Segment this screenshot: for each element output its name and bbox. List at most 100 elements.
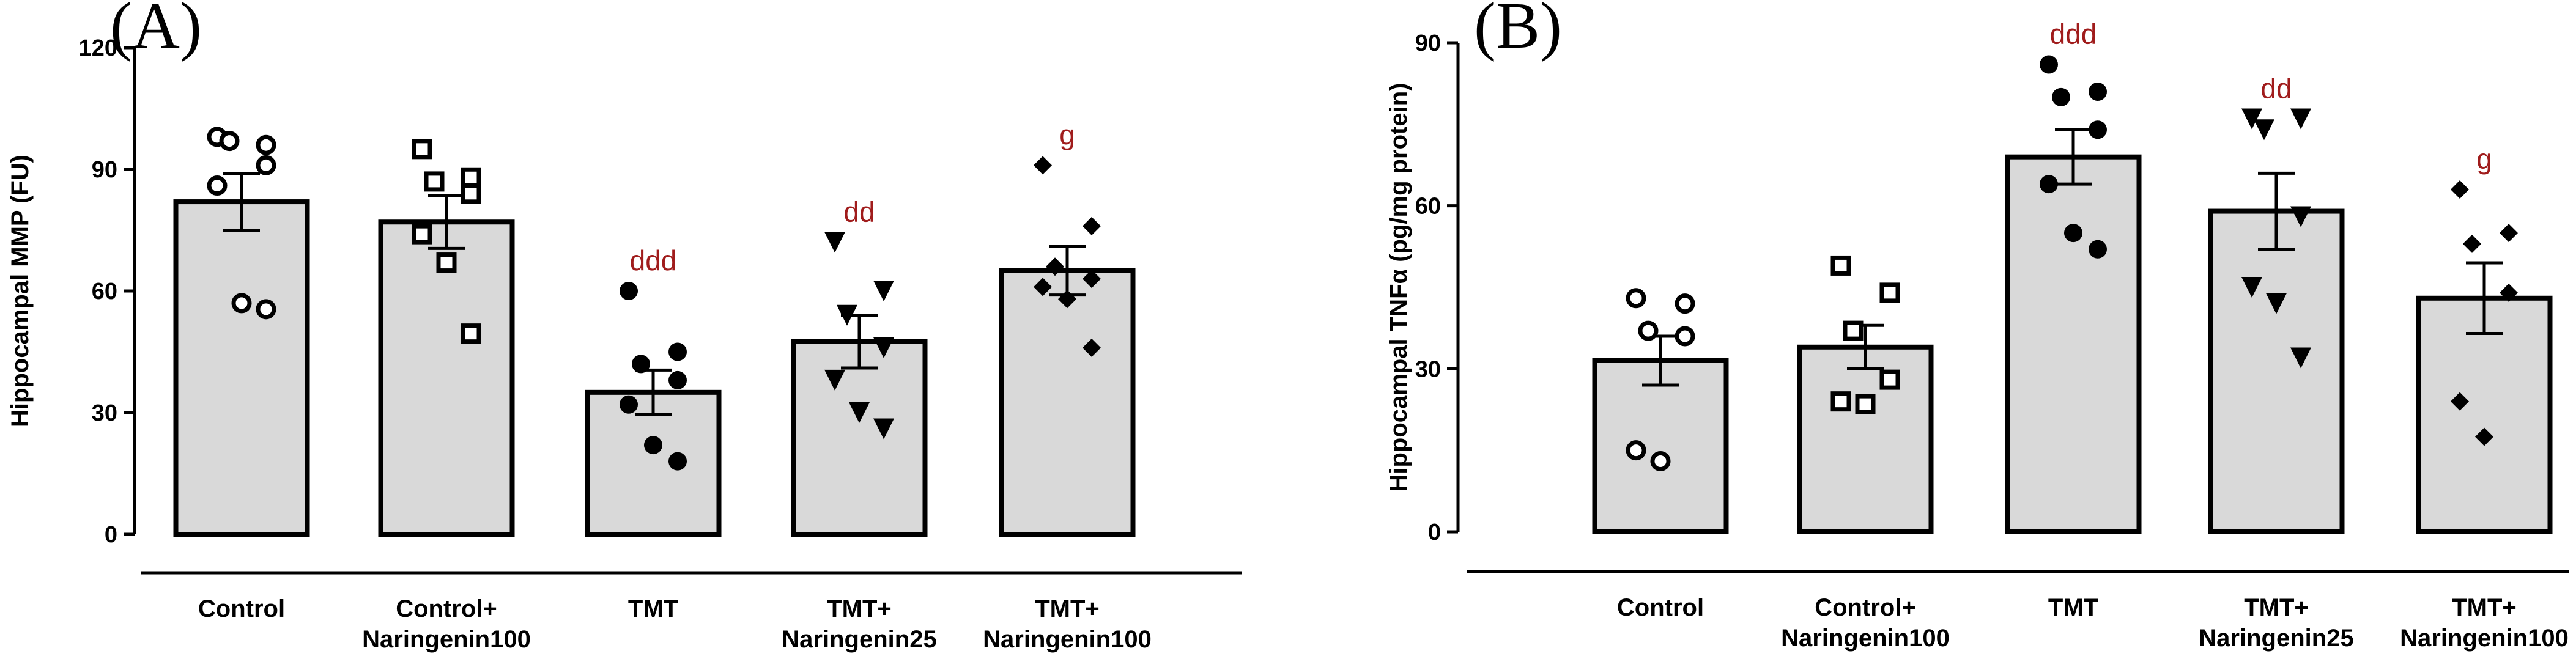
data-point xyxy=(2089,120,2107,139)
data-point xyxy=(424,171,445,192)
data-point xyxy=(2290,108,2311,130)
category-label-line2: Naringenin100 xyxy=(983,626,1152,653)
data-point xyxy=(620,395,638,414)
data-point xyxy=(461,167,481,188)
data-point xyxy=(412,139,432,160)
significance-label: dd xyxy=(843,196,875,227)
data-point xyxy=(2040,55,2058,74)
data-point xyxy=(2290,206,2311,227)
category-label: TMT+ xyxy=(2452,594,2517,621)
data-point xyxy=(620,282,638,300)
significance-label: g xyxy=(1059,119,1075,150)
category-label: TMT+ xyxy=(827,595,892,622)
data-point xyxy=(2500,283,2518,302)
category-label: Control xyxy=(1617,594,1704,621)
y-tick-label: 0 xyxy=(1428,520,1441,545)
data-point xyxy=(873,281,894,301)
y-tick-label: 60 xyxy=(1415,194,1441,219)
data-point xyxy=(1034,156,1052,175)
data-point xyxy=(2089,240,2107,259)
significance-label: dd xyxy=(2260,72,2292,104)
category-label: TMT+ xyxy=(1035,595,1100,622)
data-point xyxy=(2254,119,2274,141)
data-point xyxy=(849,402,870,423)
data-point xyxy=(2463,234,2481,253)
data-point xyxy=(2040,175,2058,194)
data-point xyxy=(824,369,845,391)
data-point xyxy=(1083,216,1101,235)
significance-label: ddd xyxy=(630,245,677,276)
bar xyxy=(378,219,515,537)
data-point xyxy=(837,304,857,326)
data-point xyxy=(2064,224,2082,243)
data-point xyxy=(2241,108,2262,130)
data-point xyxy=(873,418,894,440)
data-point xyxy=(207,175,228,196)
category-label-line2: Naringenin100 xyxy=(1781,625,1950,652)
data-point xyxy=(1879,282,1900,303)
data-point xyxy=(2500,224,2518,243)
data-point xyxy=(2241,277,2262,298)
data-point xyxy=(1034,278,1052,296)
panel-letter: (A) xyxy=(110,0,202,62)
data-point xyxy=(632,355,650,374)
bar xyxy=(2208,208,2345,534)
category-label: Control+ xyxy=(1815,594,1916,621)
data-point xyxy=(873,337,894,358)
bar xyxy=(791,339,928,537)
bar xyxy=(999,268,1136,537)
data-point xyxy=(2451,180,2469,199)
data-point xyxy=(1083,270,1101,289)
bar xyxy=(2416,295,2553,534)
data-point xyxy=(2451,392,2469,411)
data-point xyxy=(1879,369,1900,390)
y-axis-title: Hippocampal MMP (FU) xyxy=(7,155,34,427)
bar xyxy=(1592,358,1729,534)
data-point xyxy=(1675,293,1695,314)
data-point xyxy=(2266,293,2287,314)
data-point xyxy=(668,370,687,389)
data-point xyxy=(1626,288,1646,309)
significance-label: ddd xyxy=(2050,18,2097,50)
y-axis-title: Hippocampal TNFα (pg/mg protein) xyxy=(1385,83,1412,491)
category-label: TMT+ xyxy=(2244,594,2309,621)
y-tick-label: 30 xyxy=(92,400,117,426)
data-point xyxy=(231,293,252,314)
category-label-line2: Naringenin100 xyxy=(362,626,531,653)
bar xyxy=(173,199,310,537)
data-point xyxy=(256,299,276,320)
data-point xyxy=(1843,320,1864,341)
data-point xyxy=(412,224,432,245)
data-point xyxy=(461,323,481,344)
data-point xyxy=(668,452,687,471)
data-point xyxy=(256,155,276,175)
data-point xyxy=(1830,391,1851,412)
data-point xyxy=(256,134,276,155)
data-point xyxy=(2475,427,2493,446)
data-point xyxy=(668,342,687,361)
y-tick-label: 0 xyxy=(105,522,117,548)
data-point xyxy=(1830,255,1851,276)
category-label-line2: Naringenin100 xyxy=(2400,625,2569,652)
y-tick-label: 120 xyxy=(79,35,117,61)
data-point xyxy=(436,252,457,273)
y-tick-label: 30 xyxy=(1415,356,1441,382)
data-point xyxy=(461,183,481,204)
data-point xyxy=(2290,347,2311,369)
data-point xyxy=(1046,257,1064,276)
category-label-line2: Naringenin25 xyxy=(782,626,936,653)
data-point xyxy=(1083,338,1101,357)
data-point xyxy=(1855,394,1876,414)
data-point xyxy=(1675,326,1695,347)
data-point xyxy=(1626,440,1646,461)
category-label: Control+ xyxy=(396,595,497,622)
data-point xyxy=(824,232,845,253)
data-point xyxy=(1058,290,1076,309)
data-point xyxy=(2052,87,2070,106)
category-label: Control xyxy=(198,595,285,622)
data-point xyxy=(219,131,240,152)
significance-label: g xyxy=(2476,143,2492,175)
y-tick-label: 60 xyxy=(92,279,117,304)
category-label: TMT xyxy=(2048,594,2098,621)
